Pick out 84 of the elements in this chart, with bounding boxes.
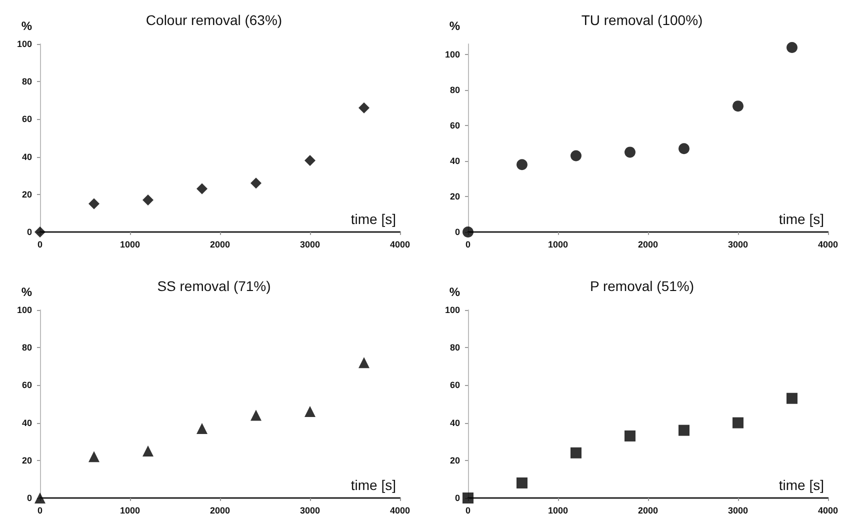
y-tick-label: 60 bbox=[450, 380, 460, 390]
x-tick-label: 0 bbox=[465, 240, 471, 250]
y-tick-label: 0 bbox=[26, 227, 32, 237]
point bbox=[732, 100, 744, 112]
x-tick-label: 2000 bbox=[638, 240, 658, 250]
point bbox=[34, 492, 46, 504]
x-tick-label: 0 bbox=[465, 506, 471, 516]
point bbox=[196, 422, 208, 434]
point bbox=[250, 178, 262, 189]
x-tick-label: 1000 bbox=[548, 506, 568, 516]
point bbox=[678, 143, 690, 154]
x-tick-label: 0 bbox=[37, 240, 43, 250]
point bbox=[304, 155, 316, 166]
point bbox=[304, 406, 316, 418]
x-tick-label: 4000 bbox=[390, 506, 410, 516]
y-axis-title: % bbox=[449, 19, 460, 33]
y-tick-label: 100 bbox=[444, 50, 460, 60]
point bbox=[358, 102, 370, 114]
point bbox=[624, 430, 636, 442]
y-tick-label: 100 bbox=[16, 39, 32, 49]
x-tick-label: 4000 bbox=[818, 240, 838, 250]
x-tick-label: 1000 bbox=[548, 240, 568, 250]
x-tick-label: 2000 bbox=[210, 506, 230, 516]
point bbox=[34, 226, 46, 238]
point bbox=[462, 492, 474, 504]
y-tick-label: 0 bbox=[26, 493, 32, 503]
x-tick-label: 2000 bbox=[638, 506, 658, 516]
y-tick-label: 20 bbox=[450, 192, 460, 202]
point bbox=[142, 446, 154, 456]
y-tick-label: 60 bbox=[22, 114, 32, 124]
point bbox=[358, 357, 370, 368]
y-tick-label: 60 bbox=[450, 120, 460, 131]
point bbox=[570, 150, 582, 162]
y-tick-label: 20 bbox=[450, 455, 460, 466]
chart-title: Colour removal (63%) bbox=[146, 12, 282, 28]
x-tick-label: 3000 bbox=[728, 240, 748, 250]
x-tick-label: 1000 bbox=[120, 506, 140, 516]
y-axis-title: % bbox=[449, 285, 460, 299]
point bbox=[516, 477, 528, 488]
x-tick-label: 2000 bbox=[210, 240, 230, 250]
y-axis-title: % bbox=[21, 19, 32, 33]
x-tick-label: 4000 bbox=[390, 240, 410, 250]
y-tick-label: 80 bbox=[450, 85, 460, 96]
point bbox=[570, 447, 582, 458]
y-axis-title: % bbox=[21, 285, 32, 299]
y-tick-label: 0 bbox=[454, 493, 460, 503]
point bbox=[142, 194, 154, 206]
point bbox=[786, 42, 798, 54]
y-tick-label: 100 bbox=[444, 305, 460, 315]
y-tick-label: 40 bbox=[450, 418, 460, 428]
x-tick-label: 3000 bbox=[300, 506, 320, 516]
x-axis-title: time [s] bbox=[778, 211, 824, 227]
y-tick-label: 20 bbox=[22, 189, 32, 200]
x-axis-title: time [s] bbox=[778, 477, 824, 493]
y-tick-label: 80 bbox=[450, 342, 460, 353]
chart-title: P removal (51%) bbox=[590, 278, 694, 294]
y-tick-label: 20 bbox=[22, 455, 32, 466]
point bbox=[678, 424, 690, 436]
point bbox=[88, 451, 100, 462]
y-tick-label: 40 bbox=[22, 418, 32, 428]
x-tick-label: 3000 bbox=[728, 506, 748, 516]
point bbox=[624, 146, 636, 158]
chart-title: SS removal (71%) bbox=[157, 278, 271, 294]
point bbox=[462, 226, 474, 238]
chart-title: TU removal (100%) bbox=[581, 12, 703, 28]
point bbox=[88, 198, 100, 210]
y-tick-label: 0 bbox=[454, 227, 460, 237]
y-tick-label: 80 bbox=[22, 76, 32, 87]
x-axis-title: time [s] bbox=[350, 211, 396, 227]
point bbox=[196, 183, 208, 194]
y-tick-label: 40 bbox=[22, 152, 32, 162]
point bbox=[516, 159, 528, 170]
point bbox=[732, 417, 744, 428]
x-tick-label: 4000 bbox=[818, 506, 838, 516]
y-tick-label: 60 bbox=[22, 380, 32, 390]
point bbox=[250, 410, 262, 421]
x-tick-label: 0 bbox=[37, 506, 43, 516]
y-tick-label: 100 bbox=[16, 305, 32, 315]
x-tick-label: 3000 bbox=[300, 240, 320, 250]
point bbox=[786, 392, 798, 404]
x-tick-label: 1000 bbox=[120, 240, 140, 250]
y-tick-label: 80 bbox=[22, 342, 32, 353]
x-axis-title: time [s] bbox=[350, 477, 396, 493]
y-tick-label: 40 bbox=[450, 156, 460, 166]
